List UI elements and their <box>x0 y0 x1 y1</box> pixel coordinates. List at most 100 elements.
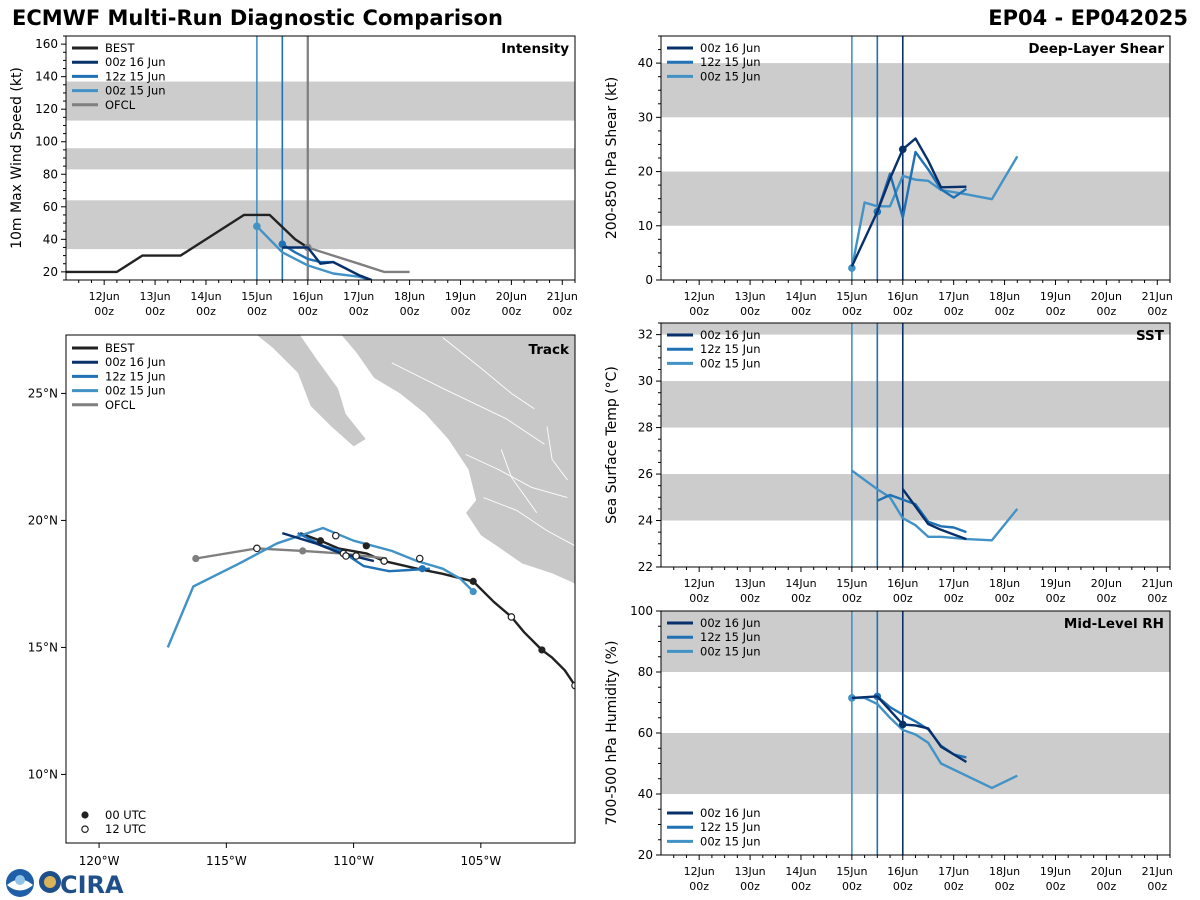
track-legend-label: 12z 15 Jun <box>105 369 166 383</box>
intensity-threshold-band <box>66 200 575 250</box>
track-point-00utc-best <box>362 542 370 550</box>
intensity-xtick-label: 12Jun <box>89 290 120 303</box>
intensity-xtick-label: 00z <box>451 305 471 318</box>
rh-ylabel: 700-500 hPa Humidity (%) <box>604 641 620 826</box>
rh-ytick-label: 40 <box>638 787 653 801</box>
shear-ytick-label: 10 <box>638 219 653 233</box>
track-xtick-label: 115°W <box>206 854 247 868</box>
track-xtick-label: 110°W <box>333 854 374 868</box>
sst-xtick-label: 17Jun <box>938 577 969 590</box>
sst-xtick-label: 00z <box>1096 592 1116 605</box>
sst-xtick-label: 00z <box>842 592 862 605</box>
track-legend-label: 00z 16 Jun <box>105 355 166 369</box>
rh-legend-bottom-label: 00z 15 Jun <box>700 834 761 848</box>
track-ytick-label: 15°N <box>28 640 58 654</box>
shear-series-point-run00 <box>848 264 856 272</box>
intensity-legend-label: 12z 15 Jun <box>105 69 166 83</box>
rh-series-point-run00 <box>848 694 856 702</box>
intensity-xtick-label: 00z <box>298 305 318 318</box>
rh-series-line-run00 <box>851 696 1018 790</box>
intensity-xtick-label: 15Jun <box>241 290 272 303</box>
shear-xtick-label: 13Jun <box>734 290 765 303</box>
intensity-ylabel: 10m Max Wind Speed (kt) <box>9 67 25 249</box>
track-state-border <box>442 337 535 410</box>
intensity-xtick-label: 17Jun <box>343 290 374 303</box>
sst-xtick-label: 16Jun <box>887 577 918 590</box>
sst-ytick-label: 32 <box>638 328 653 342</box>
track-legend-label: 00z 15 Jun <box>105 384 166 398</box>
cira-logo-icon <box>39 871 61 893</box>
shear-threshold-band <box>661 63 1170 118</box>
track-point-12utc-best <box>331 531 340 540</box>
shear-ylabel: 200-850 hPa Shear (kt) <box>604 77 620 239</box>
track-point-12utc-run00 <box>415 554 424 563</box>
shear-xtick-label: 00z <box>893 305 913 318</box>
track-point-12utc-best <box>380 557 388 565</box>
intensity-xtick-label: 00z <box>349 305 369 318</box>
shear-xtick-label: 00z <box>689 305 709 318</box>
sst-legend-label: 00z 16 Jun <box>700 328 761 342</box>
rh-xtick-label: 00z <box>1147 880 1167 893</box>
rh-legend-label: 00z 16 Jun <box>700 616 761 630</box>
sst-xtick-label: 00z <box>1046 592 1066 605</box>
track-ytick-label: 25°N <box>28 386 58 400</box>
shear-xtick-label: 14Jun <box>785 290 816 303</box>
sst-title: SST <box>1136 328 1165 344</box>
sst-xtick-label: 00z <box>791 592 811 605</box>
rh-xtick-label: 00z <box>740 880 760 893</box>
rh-panel: 20 40 60 80 100 12Jun 00z 13Jun 00z 14Jun 00z 15Jun… <box>604 604 1173 893</box>
track-line-run00 <box>166 526 475 648</box>
intensity-legend-label: 00z 15 Jun <box>105 84 166 98</box>
track-point-00utc-best <box>538 646 546 654</box>
shear-panel: 0 10 20 30 40 12Jun 00z 13Jun 00z 14Jun 00z 15Jun 00… <box>604 35 1173 318</box>
intensity-legend-label: BEST <box>105 41 135 55</box>
sst-threshold-band <box>661 381 1170 428</box>
rh-plot-area <box>661 611 1170 855</box>
sst-plot-area <box>661 323 1170 567</box>
intensity-xtick-label: 00z <box>145 305 165 318</box>
shear-xtick-label: 18Jun <box>989 290 1020 303</box>
track-point-00utc-best <box>316 537 325 545</box>
sst-xtick-label: 14Jun <box>785 577 816 590</box>
rh-xtick-label: 00z <box>689 880 709 893</box>
sst-threshold-band <box>661 474 1170 521</box>
intensity-xtick-label: 00z <box>501 305 521 318</box>
track-point-12utc-run12 <box>342 552 350 560</box>
figure-title: ECMWF Multi-Run Diagnostic Comparison <box>12 6 503 30</box>
sst-xtick-label: 12Jun <box>684 577 715 590</box>
track-panel: 120°W 115°W 110°W 105°W 10°N 15°N 20°N 25°N Trac… <box>28 334 576 868</box>
sst-xtick-label: 21Jun <box>1142 577 1173 590</box>
track-plot-area <box>166 335 575 690</box>
intensity-threshold-band <box>66 148 575 170</box>
sst-xtick-label: 00z <box>689 592 709 605</box>
track-frame <box>65 334 576 844</box>
track-point-00utc-ofcl <box>192 554 200 563</box>
track-marker-legend-label: 12 UTC <box>105 822 146 836</box>
rh-xtick-label: 00z <box>842 880 862 893</box>
shear-ytick-label: 40 <box>638 56 653 70</box>
track-state-border <box>483 497 575 547</box>
shear-xtick-label: 00z <box>842 305 862 318</box>
sst-threshold-band <box>661 323 1170 335</box>
sst-ytick-label: 26 <box>638 467 653 481</box>
track-ytick-label: 10°N <box>28 767 58 781</box>
intensity-xtick-label: 20Jun <box>496 290 527 303</box>
track-point-00utc-run12 <box>418 565 426 573</box>
intensity-threshold-band <box>66 81 575 121</box>
sst-xtick-label: 18Jun <box>989 577 1020 590</box>
intensity-xtick-label: 00z <box>94 305 114 318</box>
shear-xtick-label: 00z <box>995 305 1015 318</box>
track-state-border <box>391 362 545 445</box>
shear-xtick-label: 20Jun <box>1091 290 1122 303</box>
intensity-ytick-label: 80 <box>43 167 58 181</box>
track-state-border <box>546 426 568 481</box>
sst-series-line-run12 <box>876 493 967 534</box>
intensity-series-point-run12 <box>278 240 287 249</box>
cira-logo-text: CIRA <box>60 871 124 899</box>
sst-legend-label: 00z 15 Jun <box>700 356 761 370</box>
sst-ylabel: Sea Surface Temp (°C) <box>604 366 620 524</box>
shear-ytick-label: 0 <box>645 273 653 287</box>
rh-xtick-label: 00z <box>1046 880 1066 893</box>
rh-threshold-band <box>661 733 1170 794</box>
shear-xtick-label: 21Jun <box>1142 290 1173 303</box>
